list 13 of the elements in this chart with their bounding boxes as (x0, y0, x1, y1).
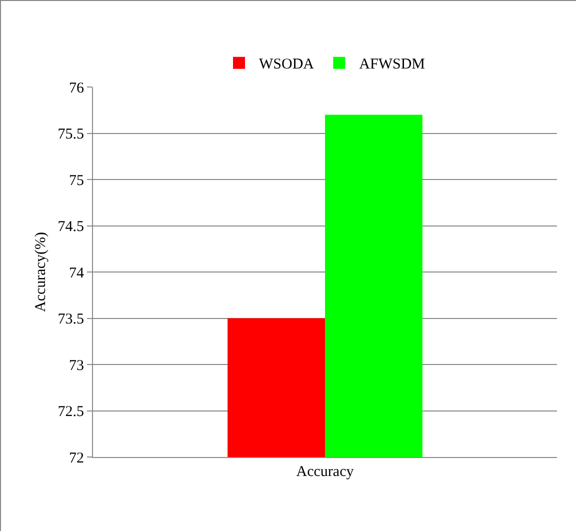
y-tick-label: 75.5 (58, 126, 84, 142)
legend-label: WSODA (259, 56, 314, 73)
y-tick-label: 73.5 (58, 312, 84, 328)
y-tick-label: 74 (69, 265, 84, 282)
y-tick-label: 75 (69, 172, 84, 189)
x-tick-label: Accuracy (296, 464, 354, 480)
y-tick-label: 74.5 (58, 219, 84, 235)
y-tick-label: 72 (69, 450, 84, 466)
y-axis-title: Accuracy(%) (33, 232, 49, 312)
y-tick-label: 73 (69, 358, 84, 374)
y-tick-label: 72.5 (58, 404, 84, 420)
y-tick-label: 76 (69, 80, 84, 96)
legend-label: AFWSDM (359, 56, 426, 73)
